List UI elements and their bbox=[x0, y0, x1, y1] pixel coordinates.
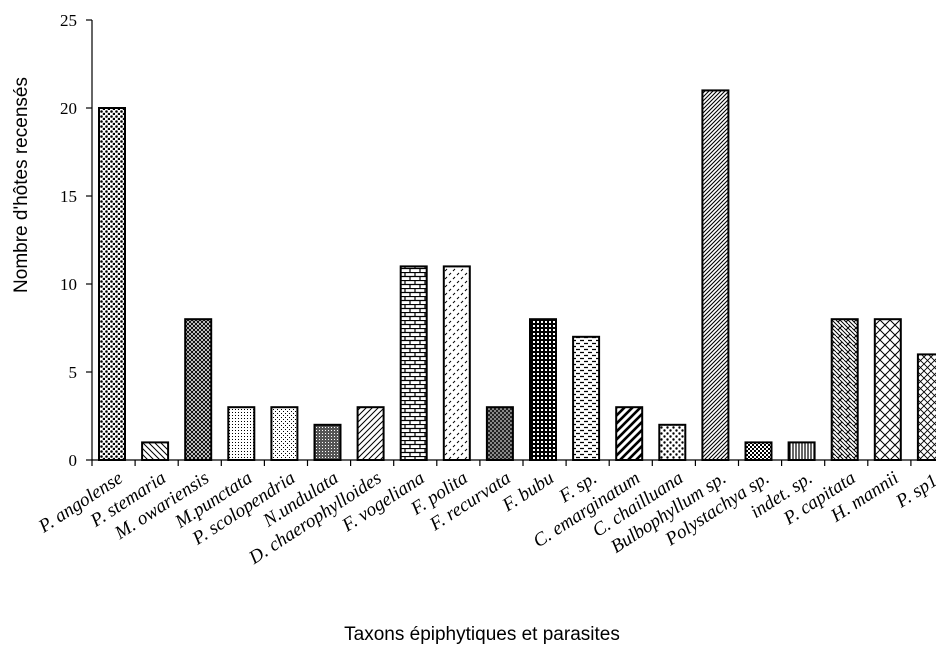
bar-9 bbox=[442, 265, 471, 461]
x-axis-title: Taxons épiphytiques et parasites bbox=[344, 624, 620, 645]
bar-1 bbox=[98, 107, 126, 461]
y-tick-label: 25 bbox=[60, 11, 77, 30]
bar-15 bbox=[701, 89, 730, 462]
bar-4 bbox=[227, 406, 256, 462]
bar-3 bbox=[184, 318, 213, 462]
bar-2 bbox=[141, 441, 170, 461]
bar-5 bbox=[270, 406, 299, 462]
bar-6 bbox=[313, 423, 342, 461]
y-tick-label: 10 bbox=[60, 275, 77, 294]
bar-17 bbox=[787, 441, 816, 461]
bar-18 bbox=[830, 318, 859, 462]
y-axis: 0 5 10 15 20 25 bbox=[60, 11, 93, 470]
bar-19 bbox=[873, 318, 902, 462]
y-tick-label: 15 bbox=[60, 187, 77, 206]
bar-16 bbox=[744, 441, 773, 461]
x-category-label: P. sp1. bbox=[892, 468, 936, 513]
bar-20 bbox=[916, 353, 936, 461]
bar-7 bbox=[356, 406, 385, 462]
bar-12 bbox=[572, 335, 601, 461]
bar-13 bbox=[615, 406, 644, 462]
bars bbox=[98, 89, 936, 462]
y-axis-title: Nombre d'hôtes recensés bbox=[11, 77, 32, 293]
y-tick-label: 20 bbox=[60, 99, 77, 118]
bar-8 bbox=[399, 265, 428, 461]
bar-14 bbox=[658, 423, 687, 461]
bar-10 bbox=[485, 406, 514, 462]
bar-11 bbox=[529, 318, 557, 462]
y-tick-label: 0 bbox=[69, 451, 78, 470]
y-tick-label: 5 bbox=[69, 363, 78, 382]
